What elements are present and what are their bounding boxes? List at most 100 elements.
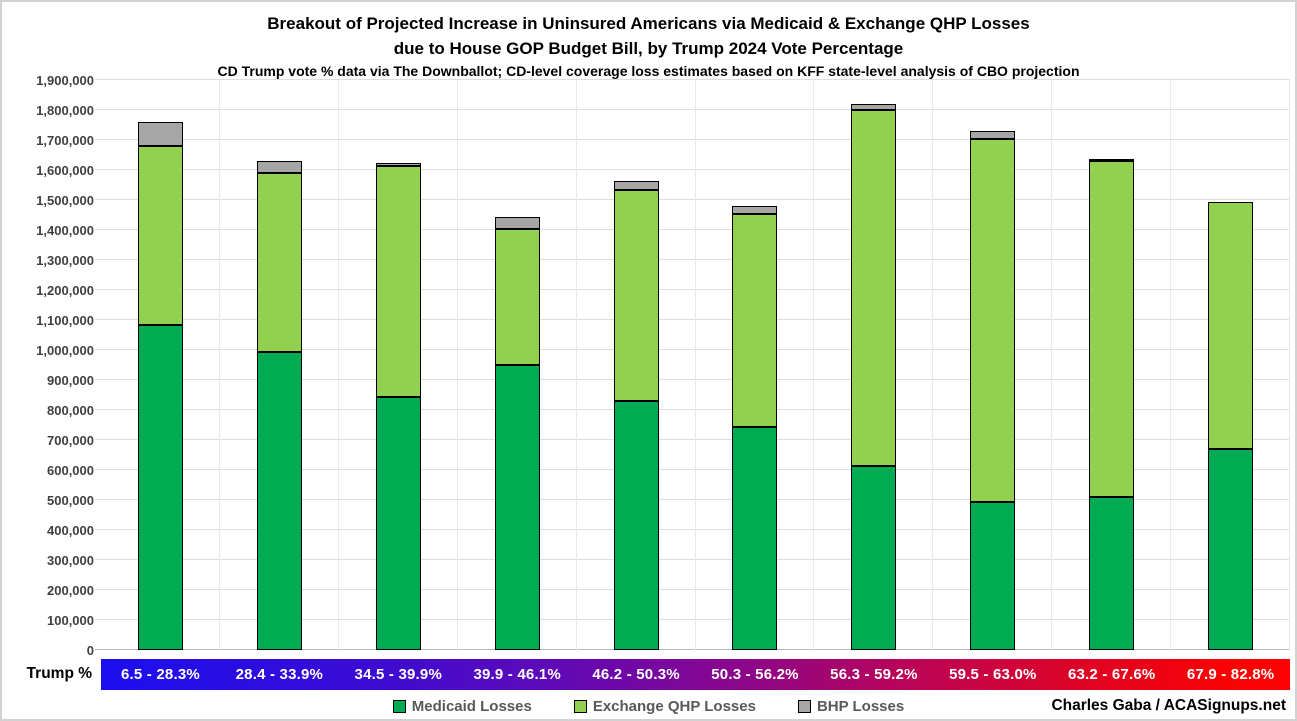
y-tick-label: 800,000	[47, 403, 94, 418]
y-tick-label: 1,000,000	[36, 343, 94, 358]
bar-segment	[137, 146, 183, 325]
bar-segment	[1089, 161, 1135, 497]
gridline	[95, 289, 1290, 290]
gridline	[95, 199, 1290, 200]
gridline	[95, 439, 1290, 440]
legend: Medicaid Losses Exchange QHP Losses BHP Lo…	[2, 694, 1295, 718]
bar-segment	[256, 161, 302, 173]
gridline	[95, 319, 1290, 320]
vertical-gridline	[813, 80, 815, 650]
gridline	[95, 619, 1290, 620]
x-category-label: 63.2 - 67.6%	[1067, 666, 1156, 683]
x-axis-category-band: 6.5 - 28.3% 28.4 - 33.9% 34.5 - 39.9% 39.9 …	[101, 659, 1290, 690]
bar-segment	[375, 165, 421, 397]
x-category-label: 59.5 - 63.0%	[949, 666, 1037, 683]
gridline	[95, 229, 1290, 230]
x-category-label: 6.5 - 28.3%	[120, 666, 200, 683]
y-tick-label: 200,000	[47, 583, 94, 598]
legend-label: Medicaid Losses	[411, 697, 532, 715]
legend-swatch-icon	[797, 699, 811, 713]
y-tick-label: 1,100,000	[36, 313, 94, 328]
legend-label: Exchange QHP Losses	[592, 697, 756, 715]
gridline	[95, 79, 1290, 80]
bar-segment	[256, 351, 302, 650]
vertical-gridline	[694, 80, 696, 650]
x-category-label: 67.9 - 82.8%	[1186, 666, 1275, 683]
bar-segment	[494, 216, 540, 229]
gridline	[95, 499, 1290, 500]
x-category-label: 28.4 - 33.9%	[235, 666, 324, 683]
bar-segment	[970, 138, 1016, 502]
bar-segment	[970, 501, 1016, 650]
x-category-label: 50.3 - 56.2%	[711, 666, 799, 683]
gridline	[95, 379, 1290, 380]
x-category-label: 46.2 - 50.3%	[592, 666, 680, 683]
bar-segment	[613, 189, 659, 401]
gridline	[95, 529, 1290, 530]
bar-stack	[1089, 159, 1135, 650]
bar-segment	[613, 180, 659, 190]
bar-segment	[137, 324, 183, 650]
x-category-label: 39.9 - 46.1%	[473, 666, 561, 683]
gridline	[95, 259, 1290, 260]
x-axis-line	[95, 649, 1290, 650]
y-tick-label: 1,700,000	[36, 133, 94, 148]
vertical-gridline	[337, 80, 339, 650]
y-tick-label: 700,000	[47, 433, 94, 448]
legend-item: BHP Losses	[797, 697, 905, 715]
bar-segment	[613, 401, 659, 650]
y-axis: 0 100,000 200,000 300,000 400,000 500,000 600,…	[2, 73, 94, 658]
bar-segment	[1208, 449, 1254, 650]
bar-stack	[137, 122, 183, 650]
plot-area	[95, 79, 1290, 650]
bar-stack	[613, 180, 659, 650]
vertical-gridline	[218, 80, 220, 650]
legend-item: Exchange QHP Losses	[573, 697, 756, 715]
chart-title-line-1: Breakout of Projected Increase in Uninsu…	[267, 14, 1030, 33]
legend-label: BHP Losses	[816, 697, 905, 715]
y-tick-label: 600,000	[47, 463, 94, 478]
chart-title-line-2: due to House GOP Budget Bill, by Trump 2…	[393, 39, 904, 58]
y-tick-label: 900,000	[47, 373, 94, 388]
bar-segment	[851, 110, 897, 466]
bar-segment	[732, 213, 778, 427]
x-category-label: 34.5 - 39.9%	[354, 666, 442, 683]
bar-segment	[970, 131, 1016, 139]
legend-swatch-icon	[573, 699, 587, 713]
attribution-text: Charles Gaba / ACASignups.net	[1051, 697, 1286, 714]
gridline	[95, 589, 1290, 590]
bar-stack	[1208, 201, 1254, 650]
gridline	[95, 109, 1290, 110]
y-tick-label: 1,600,000	[36, 163, 94, 178]
bar-segment	[1089, 159, 1135, 161]
bar-stack	[970, 131, 1016, 650]
bar-segment	[494, 365, 540, 650]
x-axis-title: Trump %	[26, 665, 92, 682]
bar-segment	[851, 104, 897, 110]
gridline	[95, 349, 1290, 350]
vertical-gridline	[575, 80, 577, 650]
x-category-label: 56.3 - 59.2%	[830, 666, 918, 683]
y-tick-label: 0	[86, 643, 94, 658]
y-tick-label: 300,000	[47, 553, 94, 568]
bar-segment	[375, 162, 421, 166]
chart-subtitle: CD Trump vote % data via The Downballot;…	[217, 63, 1080, 79]
y-tick-label: 100,000	[47, 613, 94, 628]
vertical-gridline	[932, 80, 934, 650]
bar-segment	[375, 396, 421, 650]
y-tick-label: 1,800,000	[36, 103, 94, 118]
y-tick-label: 400,000	[47, 523, 94, 538]
vertical-gridline	[1170, 80, 1172, 650]
bar-segment	[732, 426, 778, 650]
bar-segment	[494, 228, 540, 365]
gridline	[95, 169, 1290, 170]
legend-swatch-icon	[392, 699, 406, 713]
bar-segment	[732, 206, 778, 214]
bar-stack	[851, 104, 897, 650]
bar-segment	[1208, 201, 1254, 449]
bar-stack	[732, 206, 778, 650]
bar-segment	[137, 122, 183, 146]
y-tick-label: 1,400,000	[36, 223, 94, 238]
title-block: Breakout of Projected Increase in Uninsu…	[2, 11, 1295, 82]
vertical-gridline	[1289, 80, 1290, 650]
